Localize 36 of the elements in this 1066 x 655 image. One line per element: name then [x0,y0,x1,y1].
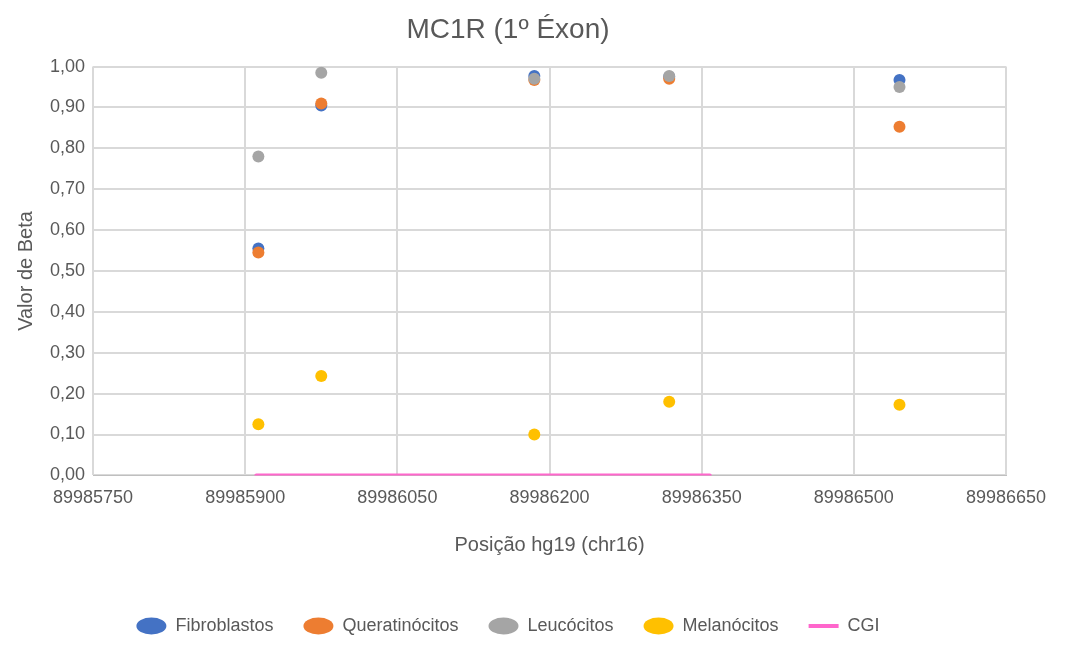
x-tick-label: 89985750 [52,487,134,508]
x-axis-title: Posição hg19 (chr16) [454,532,645,555]
y-tick-label: 0,30 [49,341,86,362]
legend-label: Fibroblastos [175,614,274,635]
x-tick-label: 89985900 [205,487,286,508]
x-tick-label: 89986050 [357,487,438,508]
point [315,66,328,79]
y-tick-label: 0,60 [49,219,86,240]
legend-label: CGI [847,614,880,635]
chart-title: MC1R (1º Éxon) [406,12,610,44]
y-tick-label: 0,80 [49,137,86,158]
y-tick-label: 0,20 [49,382,86,403]
point [252,418,265,431]
y-tick-label: 0,10 [49,423,86,444]
point [315,370,328,383]
y-tick-label: 1,00 [49,55,86,76]
x-tick-label: 89986200 [509,487,590,508]
point [893,120,906,133]
y-tick-label: 0,00 [49,464,86,485]
legend-label: Leucócitos [527,614,614,635]
y-tick-label: 0,40 [49,300,86,321]
legend-label: Melanócitos [682,614,779,635]
point [893,81,906,94]
x-tick-label: 89986350 [661,487,742,508]
point [252,150,265,163]
legend-label: Queratinócitos [342,614,459,635]
x-tick-label: 89986650 [965,487,1047,508]
x-tick-label: 89986500 [813,487,894,508]
y-axis-title: Valor de Beta [13,210,36,331]
y-tick-label: 0,50 [49,259,86,280]
y-tick-label: 0,70 [49,178,86,199]
point [528,428,541,441]
point [663,395,676,408]
point [252,246,265,259]
point [893,398,906,411]
y-tick-label: 0,90 [49,96,86,117]
